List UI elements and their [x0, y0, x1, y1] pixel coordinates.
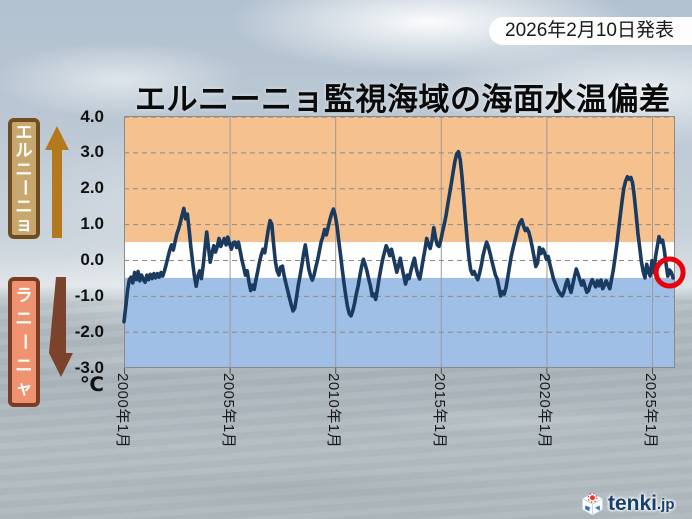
vertical-label-char: ャ	[15, 378, 33, 398]
logo-text: tenki	[608, 492, 658, 515]
y-tick-label: 0.0	[80, 250, 104, 269]
y-tick-label: -1.0	[74, 285, 104, 305]
vertical-label-char: エ	[15, 122, 33, 142]
vertical-label-char: ー	[14, 333, 34, 351]
vertical-label-char: ー	[14, 179, 34, 197]
la-nina-label-box: ラニーニャ	[8, 277, 40, 407]
chart-plot	[122, 116, 686, 374]
plot-border	[124, 116, 675, 368]
y-tick-label: -3.0	[74, 357, 104, 377]
el-nino-up-arrow-icon	[45, 126, 69, 238]
vertical-label-char: ニ	[15, 309, 33, 329]
y-tick-label: -2.0	[74, 321, 104, 341]
la-nina-down-arrow-icon	[49, 277, 73, 377]
y-tick-label: 3.0	[80, 142, 104, 162]
y-tick-label: 1.0	[80, 214, 104, 234]
y-tick-label: 2.0	[80, 178, 104, 198]
el-nino-label-box: エルニーニョ	[8, 118, 40, 239]
logo-suffix: .jp	[657, 495, 675, 513]
vertical-label-char: ル	[15, 141, 33, 161]
y-tick-label: 4.0	[80, 106, 104, 126]
tenki-cube-icon	[581, 491, 604, 517]
page-title: エルニーニョ監視海域の海面水温偏差	[135, 82, 671, 117]
x-tick-label: 2025年1月	[642, 373, 659, 449]
x-tick-label: 2010年1月	[325, 373, 343, 449]
announcement-date-text: 2026年2月10日発表	[505, 20, 674, 41]
vertical-label-char: ラ	[15, 286, 33, 306]
x-tick-label: 2020年1月	[536, 373, 554, 449]
vertical-label-char: ニ	[15, 355, 33, 375]
x-tick-label: 2005年1月	[219, 373, 237, 449]
y-axis-unit: ℃	[79, 374, 104, 396]
tenki-jp-logo: tenki .jp	[580, 491, 675, 517]
x-tick-label: 2000年1月	[114, 373, 131, 449]
sst-deviation-line	[122, 149, 675, 324]
la-nina-band	[124, 277, 675, 368]
vertical-label-char: ョ	[15, 215, 33, 235]
vertical-label-char: ニ	[15, 196, 33, 216]
current-value-marker	[653, 256, 686, 289]
announcement-date-badge: 2026年2月10日発表	[489, 17, 692, 45]
vertical-label-char: ニ	[15, 159, 33, 179]
el-nino-band	[124, 116, 675, 243]
x-tick-label: 2015年1月	[430, 373, 448, 449]
